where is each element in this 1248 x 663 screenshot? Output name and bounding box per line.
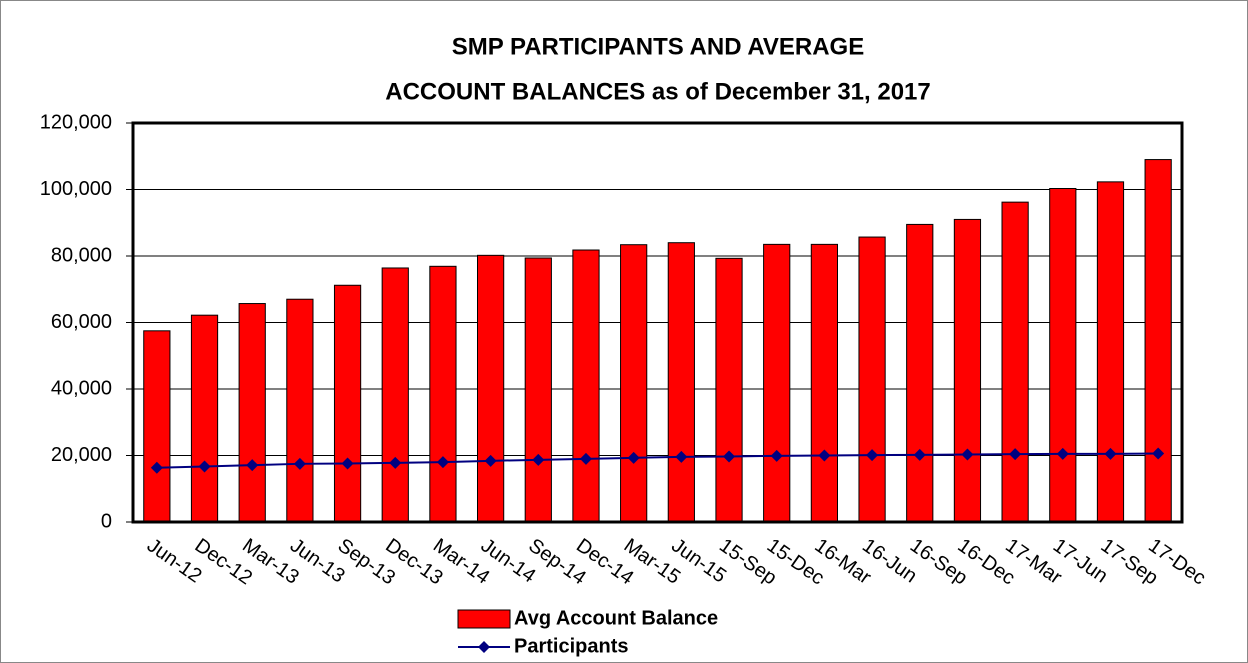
marker xyxy=(198,460,211,473)
bar xyxy=(572,249,600,523)
bar xyxy=(190,314,219,523)
bar xyxy=(1144,159,1172,523)
marker xyxy=(532,453,545,466)
line xyxy=(156,452,1159,469)
marker xyxy=(913,448,926,461)
bar xyxy=(429,265,457,523)
marker xyxy=(627,451,640,464)
bar xyxy=(333,284,362,523)
marker xyxy=(818,449,831,462)
marker xyxy=(961,448,974,461)
bar xyxy=(238,303,266,523)
marker xyxy=(341,457,354,470)
marker xyxy=(484,454,497,467)
legend-swatch xyxy=(457,609,511,629)
chart-title: ACCOUNT BALANCES as of December 31, 2017 xyxy=(385,78,931,105)
bar xyxy=(763,243,791,523)
marker xyxy=(675,450,688,463)
legend-label: Participants xyxy=(514,635,628,657)
marker xyxy=(246,459,259,472)
marker xyxy=(436,456,449,469)
y-tick-label: 20,000 xyxy=(51,444,112,466)
marker xyxy=(1104,447,1117,460)
bar xyxy=(477,254,505,523)
bar xyxy=(286,298,314,523)
chart-title: SMP PARTICIPANTS AND AVERAGE xyxy=(452,33,864,60)
bar xyxy=(1049,188,1077,523)
plot-border xyxy=(131,121,1184,524)
bar xyxy=(1096,181,1125,523)
legend-marker xyxy=(478,641,490,653)
bar xyxy=(858,236,886,523)
marker xyxy=(579,452,592,465)
bar xyxy=(524,257,552,523)
marker xyxy=(1056,447,1069,460)
marker xyxy=(723,450,736,463)
bar xyxy=(953,218,982,523)
y-tick-label: 80,000 xyxy=(51,244,112,266)
marker xyxy=(293,457,306,470)
y-tick-label: 120,000 xyxy=(40,111,112,133)
bar xyxy=(906,223,934,523)
bar xyxy=(715,257,743,523)
y-tick-label: 100,000 xyxy=(40,178,112,200)
y-tick-label: 40,000 xyxy=(51,377,112,399)
marker xyxy=(150,461,163,474)
bar xyxy=(667,242,695,523)
marker xyxy=(389,456,402,469)
bar xyxy=(810,243,838,523)
bar xyxy=(381,267,409,523)
marker xyxy=(770,449,783,462)
y-tick-label: 0 xyxy=(101,510,112,532)
marker xyxy=(866,449,879,462)
marker xyxy=(1009,448,1022,461)
bar xyxy=(1001,201,1029,523)
marker xyxy=(1152,447,1165,460)
bar xyxy=(143,330,171,523)
legend-label: Avg Account Balance xyxy=(514,607,718,629)
y-tick-label: 60,000 xyxy=(51,311,112,333)
bar xyxy=(620,244,648,523)
